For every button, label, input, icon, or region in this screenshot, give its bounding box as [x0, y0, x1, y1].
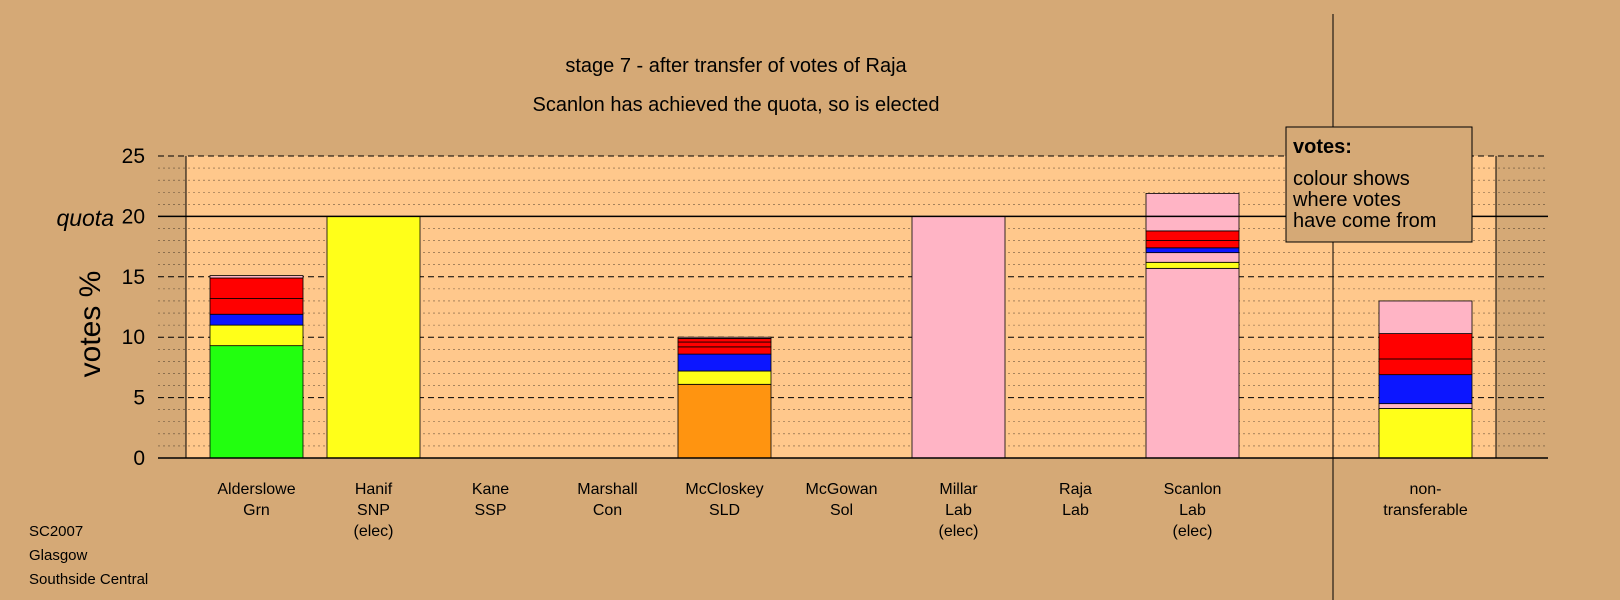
bar-segment: [1145, 261, 1240, 269]
bar-alderslowe: [209, 275, 304, 459]
bar-hanif: [326, 215, 421, 459]
candidate-label-line: (elec): [353, 523, 393, 540]
bar-segment: [1378, 374, 1473, 405]
bar-segment: [1378, 408, 1473, 459]
candidate-label-line: Lab: [945, 502, 972, 519]
candidate-label-line: McCloskey: [685, 481, 763, 498]
quota-label: quota: [56, 205, 114, 231]
bar-segment: [1378, 333, 1473, 360]
bar-segment: [677, 353, 772, 372]
bar-segment: [209, 298, 304, 315]
bars: [209, 193, 1473, 459]
candidate-label-line: transferable: [1383, 502, 1468, 519]
bar-segment: [1378, 300, 1473, 334]
candidate-label-line: Raja: [1059, 481, 1092, 498]
bar-segment: [1145, 252, 1240, 263]
bar-segment: [1145, 247, 1240, 254]
footer-line-2: Glasgow: [29, 547, 88, 564]
candidate-label-line: non-: [1409, 481, 1441, 498]
bar-segment: [677, 338, 772, 343]
bar-segment: [911, 215, 1006, 459]
candidate-label-line: SLD: [709, 502, 740, 519]
bar-segment: [677, 370, 772, 385]
bar-segment: [1145, 240, 1240, 249]
footer-line-3: Southside Central: [29, 571, 148, 588]
bar-segment: [677, 383, 772, 459]
bar-segment: [209, 313, 304, 326]
y-tick-label: 25: [122, 145, 145, 168]
candidate-label-line: Lab: [1179, 502, 1206, 519]
bar-segment: [1145, 267, 1240, 459]
legend-line-2: where votes: [1292, 189, 1401, 211]
y-axis-ticks: 0 5 10 15 20 25: [122, 145, 145, 470]
candidate-label-line: Sol: [830, 502, 853, 519]
candidate-label-line: Kane: [472, 481, 509, 498]
bar-segment: [1378, 403, 1473, 409]
legend-box: votes: colour shows where votes have com…: [1285, 126, 1473, 243]
y-tick-label: 0: [133, 447, 145, 470]
bar-mccloskey: [677, 336, 772, 459]
candidate-label-line: Hanif: [355, 481, 393, 498]
candidate-label-line: Millar: [939, 481, 978, 498]
bar-segment: [677, 336, 772, 339]
bar-non: [1378, 300, 1473, 459]
legend-title: votes:: [1293, 136, 1352, 158]
candidate-label-line: Marshall: [577, 481, 637, 498]
y-axis-label: votes %: [74, 271, 107, 378]
bar-millar: [911, 215, 1006, 459]
candidate-label-line: McGowan: [805, 481, 877, 498]
bar-segment: [209, 277, 304, 299]
y-tick-label: 10: [122, 326, 145, 349]
chart-subtitle: Scanlon has achieved the quota, so is el…: [533, 94, 940, 116]
y-tick-label: 20: [122, 205, 145, 228]
candidate-label-line: Lab: [1062, 502, 1089, 519]
bar-scanlon: [1145, 193, 1240, 459]
bar-segment: [209, 324, 304, 347]
candidate-label-line: SNP: [357, 502, 390, 519]
candidate-label-line: Scanlon: [1164, 481, 1222, 498]
bar-segment: [1145, 193, 1240, 232]
candidate-label-line: (elec): [1172, 523, 1212, 540]
candidate-label-line: Grn: [243, 502, 270, 519]
candidate-label-line: Con: [593, 502, 622, 519]
y-tick-label: 15: [122, 266, 145, 289]
legend-line-3: have come from: [1293, 210, 1436, 232]
bar-segment: [209, 275, 304, 279]
bar-segment: [1145, 230, 1240, 241]
candidate-label-line: SSP: [474, 502, 506, 519]
y-tick-label: 5: [133, 387, 145, 410]
candidate-labels: Alderslowe Grn Hanif SNP (elec) Kane SSP Marsha…: [217, 481, 1467, 540]
candidate-label-line: (elec): [938, 523, 978, 540]
bar-segment: [677, 346, 772, 355]
bar-segment: [677, 341, 772, 348]
footer-line-1: SC2007: [29, 523, 83, 540]
bar-segment: [326, 215, 421, 459]
bar-segment: [1378, 358, 1473, 376]
chart-title: stage 7 - after transfer of votes of Raj…: [565, 55, 907, 77]
legend-line-1: colour shows: [1293, 168, 1410, 190]
bar-segment: [209, 345, 304, 459]
candidate-label-line: Alderslowe: [217, 481, 295, 498]
